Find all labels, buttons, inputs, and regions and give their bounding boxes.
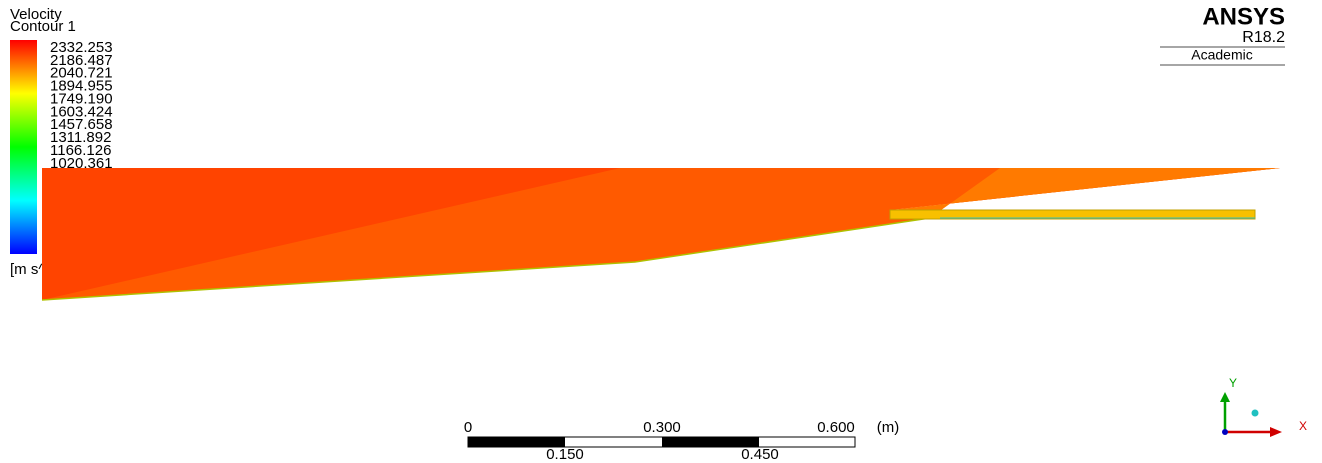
triad-dot xyxy=(1251,409,1259,417)
wall-layer xyxy=(41,217,931,301)
scale-label: 0.600 xyxy=(817,419,855,436)
scale-bar xyxy=(467,436,856,448)
triad-y-label: Y xyxy=(1229,376,1237,390)
logo-edition: Academic xyxy=(1191,47,1252,63)
logo-name: ANSYS xyxy=(1202,3,1285,30)
scale-label: 0.300 xyxy=(643,419,681,436)
legend-level: 1457.658 xyxy=(50,116,113,133)
legend-level: 1020.361 xyxy=(50,155,113,172)
color-bar xyxy=(10,40,37,254)
legend-level: 1603.424 xyxy=(50,103,113,120)
y-arrow-head xyxy=(1220,392,1230,402)
logo-version: R18.2 xyxy=(1242,29,1285,46)
x-arrow-head xyxy=(1270,427,1282,437)
tube xyxy=(889,209,1256,220)
legend-level: 2040.721 xyxy=(50,65,113,82)
triad-x-label: X xyxy=(1299,419,1307,433)
scale-segment xyxy=(662,437,759,447)
axis-triad xyxy=(1220,392,1282,437)
scale-label: 0 xyxy=(464,419,472,436)
legend-level: 1894.955 xyxy=(50,78,113,95)
z-axis xyxy=(1222,429,1228,435)
legend-level: 1166.126 xyxy=(50,142,111,159)
contour-region xyxy=(890,168,1280,218)
legend-level: 1311.892 xyxy=(50,129,111,146)
scale-unit: (m) xyxy=(877,419,900,436)
contour xyxy=(41,168,1280,301)
scale-label: 0.450 xyxy=(741,446,779,463)
legend-title: Velocity xyxy=(10,6,62,23)
scale-segment xyxy=(468,437,565,447)
scale-label: 0.150 xyxy=(546,446,584,463)
legend-subtitle: Contour 1 xyxy=(10,18,76,35)
legend-level: 2332.253 xyxy=(50,39,113,56)
legend-level: 2186.487 xyxy=(50,52,113,69)
legend-level: 1749.190 xyxy=(50,90,113,107)
